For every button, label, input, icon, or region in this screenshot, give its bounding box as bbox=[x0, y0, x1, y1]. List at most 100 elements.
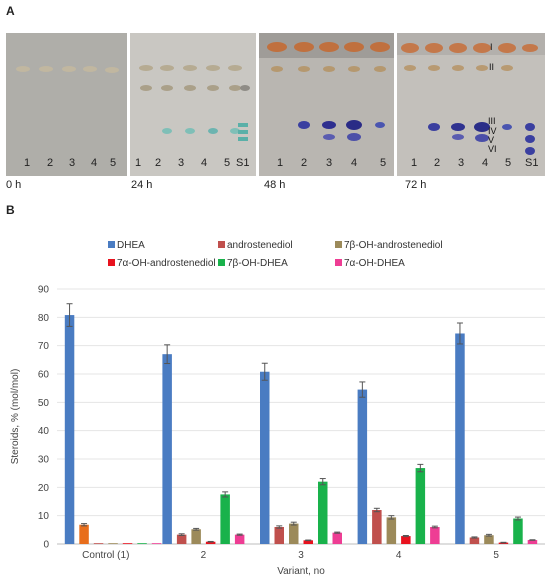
bar bbox=[469, 537, 480, 544]
y-axis-title: Steroids, % (mol/mol) bbox=[10, 369, 21, 465]
spot-label-vi: VI bbox=[488, 144, 497, 154]
legend-swatch bbox=[335, 241, 342, 248]
spot-label-i: I bbox=[490, 42, 493, 52]
lane-label: 5 bbox=[110, 157, 117, 169]
y-tick-label: 70 bbox=[38, 341, 50, 352]
bar bbox=[372, 510, 382, 544]
y-tick-label: 90 bbox=[38, 285, 50, 296]
bar bbox=[137, 543, 147, 544]
legend-swatch bbox=[335, 259, 342, 266]
bar bbox=[455, 333, 465, 544]
bar bbox=[162, 354, 172, 544]
x-tick-label: 2 bbox=[201, 550, 207, 561]
bar bbox=[79, 524, 89, 544]
plate-time-label: 48 h bbox=[264, 179, 286, 191]
lane-label: 4 bbox=[351, 157, 358, 169]
bar bbox=[401, 536, 411, 544]
legend-label: 7α-OH-DHEA bbox=[344, 258, 405, 269]
legend-label: androstenediol bbox=[227, 240, 293, 251]
lane-label: S1 bbox=[236, 157, 250, 169]
legend-label: DHEA bbox=[117, 240, 145, 251]
plate-image bbox=[6, 33, 127, 176]
bar bbox=[108, 543, 118, 544]
legend-label: 7α-OH-androstenediol bbox=[117, 258, 216, 269]
spot-label-iii: III bbox=[488, 116, 496, 126]
lane-label: 2 bbox=[434, 157, 441, 169]
chart-bars bbox=[64, 303, 538, 544]
lane-label: 5 bbox=[505, 157, 512, 169]
plate-time-label: 72 h bbox=[405, 179, 427, 191]
lane-label: 1 bbox=[277, 157, 284, 169]
lane-label: 4 bbox=[201, 157, 208, 169]
lane-label: 3 bbox=[178, 157, 185, 169]
bar bbox=[122, 543, 133, 544]
legend-swatch bbox=[108, 259, 115, 266]
x-tick-label: 5 bbox=[493, 550, 499, 561]
y-axis-ticks: 0 10 20 30 40 50 60 70 80 90 bbox=[38, 285, 50, 551]
bar bbox=[484, 535, 494, 544]
bar bbox=[220, 494, 230, 544]
legend-swatch bbox=[108, 241, 115, 248]
y-tick-label: 0 bbox=[43, 540, 49, 551]
y-tick-label: 10 bbox=[38, 511, 50, 522]
plate-image bbox=[130, 33, 256, 176]
bar bbox=[527, 540, 538, 544]
x-tick-label: 4 bbox=[396, 550, 402, 561]
lane-label: 2 bbox=[301, 157, 308, 169]
y-tick-label: 40 bbox=[38, 426, 50, 437]
legend-swatch bbox=[218, 259, 225, 266]
x-axis-title: Variant, no bbox=[277, 566, 325, 577]
bar-chart: DHEA androstenediol 7β-OH-androstenediol 7α… bbox=[10, 240, 545, 577]
plate-time-label: 24 h bbox=[131, 179, 153, 191]
bar bbox=[64, 315, 75, 544]
bar bbox=[274, 527, 284, 544]
bar bbox=[191, 529, 201, 544]
lane-label: 1 bbox=[411, 157, 418, 169]
lane-label: 2 bbox=[47, 157, 54, 169]
bar bbox=[415, 468, 426, 544]
spot-label-ii: II bbox=[489, 62, 495, 72]
lane-label: 1 bbox=[135, 157, 142, 169]
bar bbox=[289, 523, 299, 544]
panel-b-label: B bbox=[6, 203, 15, 217]
lane-label: 4 bbox=[91, 157, 98, 169]
chart-gridlines bbox=[57, 288, 545, 545]
lane-label: 3 bbox=[458, 157, 465, 169]
panel-a-label: A bbox=[6, 4, 15, 18]
x-axis-ticks: Control (1) 2 3 4 5 bbox=[82, 550, 499, 561]
y-tick-label: 50 bbox=[38, 398, 50, 409]
x-tick-label: Control (1) bbox=[82, 550, 129, 561]
y-tick-label: 30 bbox=[38, 455, 50, 466]
bar bbox=[260, 371, 270, 544]
lane-label: 4 bbox=[482, 157, 489, 169]
bar bbox=[234, 534, 245, 544]
bar bbox=[205, 541, 216, 544]
x-tick-label: 3 bbox=[298, 550, 304, 561]
lane-label: 3 bbox=[69, 157, 76, 169]
lane-label: 3 bbox=[326, 157, 333, 169]
tlc-plate-0h: 1 2 3 4 5 bbox=[6, 33, 127, 176]
bar bbox=[386, 517, 397, 544]
bar bbox=[332, 532, 342, 544]
legend-label: 7β-OH-DHEA bbox=[227, 258, 288, 269]
bar bbox=[176, 534, 187, 544]
bar bbox=[303, 540, 313, 544]
bar bbox=[318, 481, 328, 544]
lane-label: S1 bbox=[525, 157, 539, 169]
spot-label-v: V bbox=[488, 135, 495, 145]
bar bbox=[93, 543, 104, 544]
lane-label: 5 bbox=[380, 157, 387, 169]
y-tick-label: 80 bbox=[38, 313, 50, 324]
chart-legend: DHEA androstenediol 7β-OH-androstenediol 7α… bbox=[108, 240, 443, 269]
bar bbox=[430, 527, 440, 544]
bar bbox=[513, 518, 523, 544]
bar bbox=[357, 389, 368, 544]
lane-label: 2 bbox=[155, 157, 162, 169]
y-tick-label: 20 bbox=[38, 483, 50, 494]
spot-label-iv: IV bbox=[488, 126, 497, 136]
plate-image bbox=[259, 33, 394, 176]
bar bbox=[151, 543, 162, 544]
legend-label: 7β-OH-androstenediol bbox=[344, 240, 443, 251]
tlc-plate-72h: I II III IV V VI 1 2 3 4 5 S1 bbox=[397, 33, 545, 176]
plate-time-label: 0 h bbox=[6, 179, 22, 191]
